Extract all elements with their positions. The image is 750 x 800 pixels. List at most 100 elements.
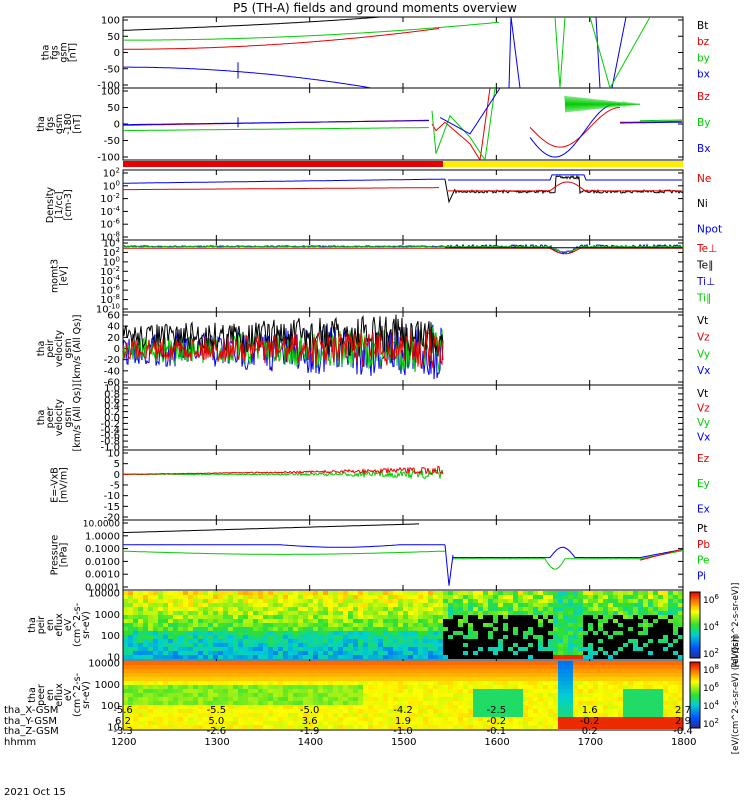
spectrogram-cell xyxy=(503,615,508,619)
spectrogram-cell xyxy=(218,655,223,659)
spectrogram-cell xyxy=(598,693,603,697)
spectrogram-cell xyxy=(378,635,383,639)
spectrogram-cell xyxy=(163,619,168,623)
spectrogram-cell xyxy=(413,635,418,639)
spectrogram-cell xyxy=(198,611,203,615)
spectrogram-cell xyxy=(188,603,193,607)
spectrogram-cell xyxy=(473,655,478,659)
tick-label: -15 xyxy=(104,502,120,513)
spectrogram-cell xyxy=(538,725,543,729)
spectrogram-cell xyxy=(493,639,498,643)
spectrogram-cell xyxy=(388,619,393,623)
spectrogram-cell xyxy=(173,595,178,599)
spectrogram-cell xyxy=(668,721,673,725)
spectrogram-cell xyxy=(313,669,318,673)
spectrogram-cell xyxy=(158,651,163,655)
spectrogram-cell xyxy=(613,623,618,627)
spectrogram-cell xyxy=(638,725,643,729)
spectrogram-cell xyxy=(193,705,198,709)
spectrogram-cell xyxy=(373,627,378,631)
spectrogram-cell xyxy=(268,721,273,725)
spectrogram-cell xyxy=(668,623,673,627)
panel-frame xyxy=(122,384,684,451)
spectrogram-cell xyxy=(463,669,468,673)
spectrogram-cell xyxy=(253,705,258,709)
spectrogram-cell xyxy=(558,717,563,721)
spectrogram-cell xyxy=(343,615,348,619)
spectrogram-cell xyxy=(608,693,613,697)
spectrogram-cell xyxy=(558,655,563,659)
spectrogram-cell xyxy=(323,655,328,659)
spectrogram-cell xyxy=(658,709,663,713)
pi-line xyxy=(444,544,454,586)
spectrogram-cell xyxy=(483,651,488,655)
spectrogram-cell xyxy=(468,705,473,709)
spectrogram-cell xyxy=(658,705,663,709)
spectrogram-cell xyxy=(238,631,243,635)
spectrogram-cell xyxy=(643,599,648,603)
spectrogram-cell xyxy=(463,661,468,665)
spectrogram-cell xyxy=(148,709,153,713)
spectrogram-cell xyxy=(423,677,428,681)
spectrogram-cell xyxy=(428,713,433,717)
spectrogram-cell xyxy=(603,615,608,619)
spectrogram-cell xyxy=(308,643,313,647)
spectrogram-cell xyxy=(208,709,213,713)
spectrogram-cell xyxy=(198,623,203,627)
spectrogram-cell xyxy=(383,627,388,631)
spectrogram-cell xyxy=(288,697,293,701)
spectrogram-cell xyxy=(313,709,318,713)
spectrogram-cell xyxy=(228,599,233,603)
spectrogram-cell xyxy=(153,643,158,647)
spectrogram-cell xyxy=(553,693,558,697)
spectrogram-cell xyxy=(403,685,408,689)
spectrogram-cell xyxy=(488,697,493,701)
spectrogram-cell xyxy=(318,619,323,623)
spectrogram-cell xyxy=(293,591,298,595)
spectrogram-cell xyxy=(438,689,443,693)
spectrogram-cell xyxy=(623,619,628,623)
spectrogram-cell xyxy=(558,693,563,697)
spectrogram-cell xyxy=(458,725,463,729)
spectrogram-cell xyxy=(503,669,508,673)
spectrogram-cell xyxy=(518,669,523,673)
spectrogram-cell xyxy=(293,677,298,681)
spectrogram-cell xyxy=(153,631,158,635)
spectrogram-cell xyxy=(298,669,303,673)
spectrogram-cell xyxy=(213,693,218,697)
spectrogram-cell xyxy=(398,709,403,713)
spectrogram-cell xyxy=(438,685,443,689)
spectrogram-cell xyxy=(523,677,528,681)
spectrogram-cell xyxy=(233,673,238,677)
spectrogram-cell xyxy=(153,651,158,655)
bz-line xyxy=(123,28,440,50)
spectrogram-cell xyxy=(673,701,678,705)
spectrogram-cell xyxy=(633,591,638,595)
spectrogram-cell xyxy=(243,627,248,631)
spectrogram-cell xyxy=(128,677,133,681)
spectrogram-cell xyxy=(498,673,503,677)
spectrogram-cell xyxy=(378,627,383,631)
spectrogram-cell xyxy=(233,599,238,603)
spectrogram-cell xyxy=(613,705,618,709)
spectrogram-cell xyxy=(168,677,173,681)
spectrogram-cell xyxy=(628,603,633,607)
spectrogram-cell xyxy=(263,681,268,685)
spectrogram-cell xyxy=(498,635,503,639)
y-axis-label: [eV] xyxy=(59,266,70,286)
spectrogram-cell xyxy=(358,651,363,655)
spectrogram-cell xyxy=(483,701,488,705)
spectrogram-cell xyxy=(428,651,433,655)
spectrogram-cell xyxy=(428,591,433,595)
spectrogram-cell xyxy=(563,635,568,639)
spectrogram-cell xyxy=(528,713,533,717)
spectrogram-cell xyxy=(463,631,468,635)
spectrogram-cell xyxy=(578,603,583,607)
spectrogram-cell xyxy=(158,643,163,647)
spectrogram-cell xyxy=(383,603,388,607)
spectrogram-cell xyxy=(593,673,598,677)
spectrogram-cell xyxy=(393,665,398,669)
spectrogram-cell xyxy=(178,655,183,659)
spectrogram-cell xyxy=(158,611,163,615)
spectrogram-cell xyxy=(448,725,453,729)
